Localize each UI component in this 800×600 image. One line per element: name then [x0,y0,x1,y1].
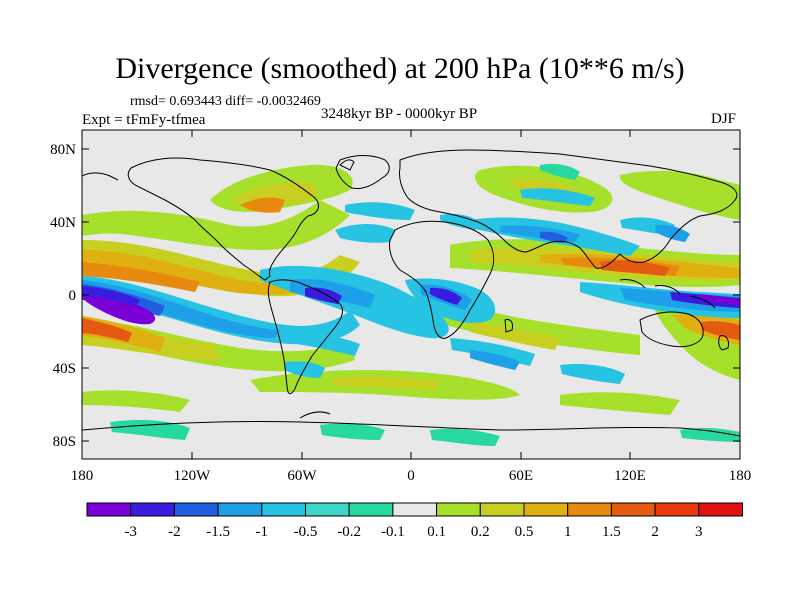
colorbar-swatch [698,502,743,517]
colorbar-label: 3 [695,524,703,540]
tick-marks [81,130,741,459]
lat-label: 40N [50,215,76,231]
colorbar-swatch [654,502,700,517]
colorbar: -3 -2 -1.5 -1 -0.5 -0.2 -0.1 0.1 0.2 0.5… [86,502,743,540]
contour-field [82,130,740,459]
season-label: DJF [711,111,737,127]
lon-label: 180 [71,468,94,484]
lat-label: 0 [69,288,77,304]
lon-label: 60W [287,468,317,484]
plot-title: Divergence (smoothed) at 200 hPa (10**6 … [115,52,685,85]
lon-label: 120E [614,468,646,484]
lon-label: 120W [174,468,212,484]
colorbar-swatch [261,502,306,517]
colorbar-swatch [348,502,394,517]
colorbar-swatch [173,502,219,517]
lon-label: 60E [509,468,533,484]
lon-label: 0 [407,468,415,484]
lat-label: 80S [53,434,76,450]
colorbar-swatch [567,502,612,517]
coastlines [82,149,740,437]
colorbar-swatch [479,502,525,517]
colorbar-swatch [86,502,132,517]
colorbar-label: -0.1 [381,524,405,540]
stats-label: rmsd= 0.693443 diff= -0.0032469 [130,94,321,109]
colorbar-label: -0.5 [294,524,318,540]
colorbar-label: -3 [124,524,137,540]
colorbar-label: 1.5 [602,524,621,540]
colorbar-label: 0.5 [515,524,534,540]
colorbar-label: 1 [564,524,572,540]
lat-label: 80N [50,142,76,158]
lat-label: 40S [53,361,76,377]
experiment-label: Expt = tFmFy-tfmea [82,112,206,128]
colorbar-label: -1.5 [206,524,230,540]
period-label: 3248kyr BP - 0000kyr BP [321,106,478,122]
colorbar-label: -2 [168,524,181,540]
colorbar-swatch [392,502,438,517]
colorbar-label: 0.1 [427,524,446,540]
colorbar-swatch [523,502,569,517]
colorbar-label: 2 [651,524,659,540]
colorbar-label: -0.2 [337,524,361,540]
colorbar-label: -1 [256,524,269,540]
colorbar-swatch [436,502,481,517]
colorbar-swatch [130,502,175,517]
colorbar-swatch [610,502,656,517]
lon-label: 180 [729,468,752,484]
colorbar-swatch [217,502,263,517]
colorbar-label: 0.2 [471,524,490,540]
colorbar-swatch [305,502,350,517]
